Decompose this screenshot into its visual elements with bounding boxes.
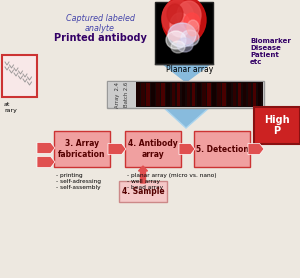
Ellipse shape xyxy=(166,31,186,49)
Ellipse shape xyxy=(162,0,206,44)
FancyBboxPatch shape xyxy=(146,83,150,106)
Polygon shape xyxy=(37,143,55,153)
FancyBboxPatch shape xyxy=(202,83,206,106)
FancyBboxPatch shape xyxy=(192,83,195,106)
Text: Captured labeled
analyte: Captured labeled analyte xyxy=(65,14,134,33)
FancyBboxPatch shape xyxy=(232,83,236,106)
FancyBboxPatch shape xyxy=(243,83,246,106)
FancyBboxPatch shape xyxy=(54,131,110,167)
FancyBboxPatch shape xyxy=(107,81,264,108)
FancyBboxPatch shape xyxy=(222,83,226,106)
FancyBboxPatch shape xyxy=(136,82,263,107)
FancyBboxPatch shape xyxy=(207,83,211,106)
FancyBboxPatch shape xyxy=(136,83,140,106)
Ellipse shape xyxy=(167,4,183,24)
FancyBboxPatch shape xyxy=(212,83,216,106)
Ellipse shape xyxy=(177,38,193,52)
FancyBboxPatch shape xyxy=(2,55,37,97)
FancyBboxPatch shape xyxy=(141,83,145,106)
FancyBboxPatch shape xyxy=(258,83,262,106)
Text: Batch 2.6: Batch 2.6 xyxy=(124,82,130,107)
FancyBboxPatch shape xyxy=(254,107,300,144)
Text: 4. Antibody
array: 4. Antibody array xyxy=(128,139,178,159)
Polygon shape xyxy=(163,107,210,128)
Text: Planar array: Planar array xyxy=(166,66,213,75)
Ellipse shape xyxy=(184,13,200,31)
FancyBboxPatch shape xyxy=(119,181,167,202)
FancyBboxPatch shape xyxy=(182,83,185,106)
Text: at
rary: at rary xyxy=(4,102,17,113)
FancyBboxPatch shape xyxy=(197,83,200,106)
Polygon shape xyxy=(179,143,195,155)
Text: 3. Array
fabrication: 3. Array fabrication xyxy=(58,139,106,159)
Ellipse shape xyxy=(168,23,196,47)
FancyBboxPatch shape xyxy=(248,83,251,106)
Ellipse shape xyxy=(162,0,194,36)
Ellipse shape xyxy=(171,41,185,53)
Ellipse shape xyxy=(187,20,199,36)
Text: - planar array (micro vs. nano)
- well array
- bead array: - planar array (micro vs. nano) - well a… xyxy=(127,173,217,190)
Polygon shape xyxy=(108,143,126,155)
FancyBboxPatch shape xyxy=(177,83,180,106)
Ellipse shape xyxy=(170,13,190,37)
FancyBboxPatch shape xyxy=(155,2,213,64)
Text: 5. Detection: 5. Detection xyxy=(196,145,248,153)
Ellipse shape xyxy=(181,30,199,46)
Text: Biomarker
Disease
Patient
etc: Biomarker Disease Patient etc xyxy=(250,38,291,65)
FancyBboxPatch shape xyxy=(227,83,231,106)
Text: Printed antibody: Printed antibody xyxy=(54,33,146,43)
FancyBboxPatch shape xyxy=(194,131,250,167)
Polygon shape xyxy=(37,157,55,168)
FancyBboxPatch shape xyxy=(253,83,256,106)
Text: - printing
- self-adressing
- self-assembly: - printing - self-adressing - self-assem… xyxy=(56,173,101,190)
FancyBboxPatch shape xyxy=(156,83,160,106)
FancyBboxPatch shape xyxy=(238,83,241,106)
FancyArrow shape xyxy=(139,166,148,183)
FancyBboxPatch shape xyxy=(108,82,136,107)
Ellipse shape xyxy=(177,1,201,29)
FancyBboxPatch shape xyxy=(125,131,181,167)
Polygon shape xyxy=(163,64,210,82)
Polygon shape xyxy=(248,143,264,155)
FancyBboxPatch shape xyxy=(217,83,221,106)
FancyBboxPatch shape xyxy=(151,83,155,106)
FancyBboxPatch shape xyxy=(167,83,170,106)
Text: 4. Sample: 4. Sample xyxy=(122,187,164,196)
FancyBboxPatch shape xyxy=(161,83,165,106)
FancyBboxPatch shape xyxy=(172,83,175,106)
FancyBboxPatch shape xyxy=(187,83,190,106)
Text: High
P: High P xyxy=(264,115,290,136)
Text: Array  2.4: Array 2.4 xyxy=(116,81,121,108)
